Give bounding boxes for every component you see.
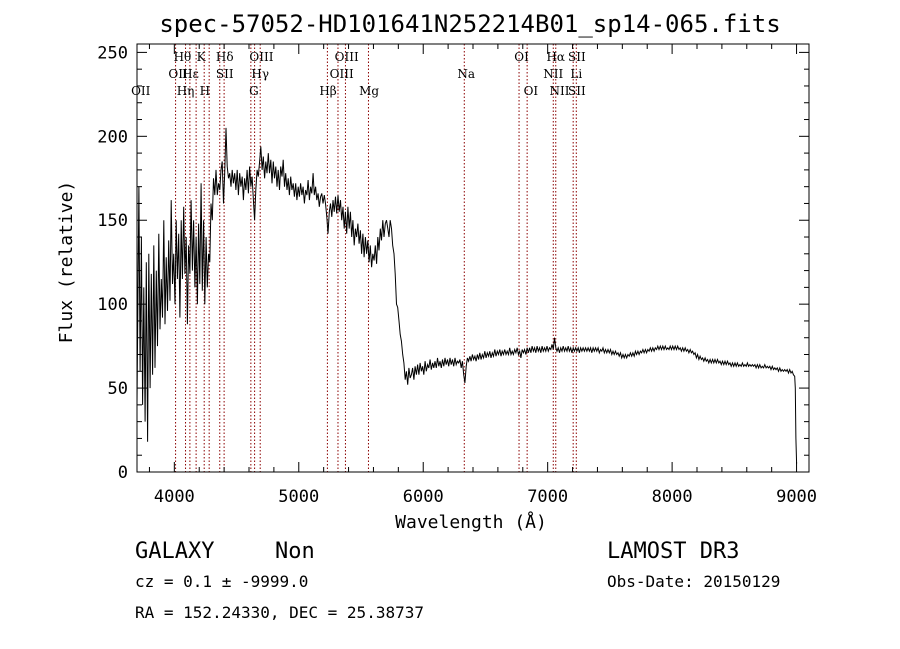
y-tick-label-5: 250 xyxy=(97,43,128,63)
line-label-10: Hγ xyxy=(251,67,269,81)
object-class: GALAXY xyxy=(135,539,214,564)
x-tick-label-5: 9000 xyxy=(776,487,817,507)
line-label-21: NII xyxy=(543,67,563,81)
x-tick-label-2: 6000 xyxy=(403,487,444,507)
line-label-5: K xyxy=(197,50,207,64)
line-label-1: Hθ xyxy=(174,50,192,64)
plot-frame xyxy=(136,43,810,473)
line-label-8: SII xyxy=(216,67,234,81)
x-tick-label-1: 5000 xyxy=(278,487,319,507)
line-label-0: OII xyxy=(131,84,151,98)
line-label-15: Mg xyxy=(359,84,379,98)
line-label-4: Hη xyxy=(177,84,195,98)
x-tick-label-4: 8000 xyxy=(652,487,693,507)
line-label-6: H xyxy=(200,84,210,98)
coordinates-text: RA = 152.24330, DEC = 25.38737 xyxy=(135,603,424,622)
line-label-12: OIII xyxy=(335,50,359,64)
line-label-19: Hα xyxy=(546,50,565,64)
line-label-18: OI xyxy=(524,84,539,98)
line-label-20: SII xyxy=(568,50,586,64)
line-label-3: Hε xyxy=(182,67,199,81)
y-tick-label-0: 0 xyxy=(118,463,128,483)
x-tick-label-3: 7000 xyxy=(527,487,568,507)
line-label-17: OI xyxy=(514,50,529,64)
y-axis-label: Flux (relative) xyxy=(56,181,77,344)
line-label-23: NII xyxy=(549,84,569,98)
line-label-2: OII xyxy=(168,67,188,81)
line-label-22: Li xyxy=(570,67,582,81)
line-label-7: Hδ xyxy=(216,50,234,64)
info-panel: GALAXY Non LAMOST DR3 cz = 0.1 ± -9999.0… xyxy=(135,539,780,622)
survey-name: LAMOST DR3 xyxy=(607,539,739,564)
x-axis: 4000 5000 6000 7000 8000 9000 xyxy=(148,44,817,507)
redshift-text: cz = 0.1 ± -9999.0 xyxy=(135,572,308,591)
y-tick-label-4: 200 xyxy=(97,127,128,147)
y-tick-label-1: 50 xyxy=(108,379,128,399)
spectrum-line xyxy=(136,127,798,464)
spectrum-trace xyxy=(136,127,798,464)
y-axis: 0 50 100 150 200 250 xyxy=(97,43,809,483)
chart-title: spec-57052-HD101641N252214B01_sp14-065.f… xyxy=(159,10,780,38)
line-label-16: Na xyxy=(457,67,475,81)
y-tick-label-2: 100 xyxy=(97,295,128,315)
x-tick-label-0: 4000 xyxy=(154,487,195,507)
obs-date-text: Obs-Date: 20150129 xyxy=(607,572,780,591)
object-subclass: Non xyxy=(275,539,315,564)
line-label-24: SII xyxy=(568,84,586,98)
x-axis-label: Wavelength (Å) xyxy=(395,511,547,533)
y-tick-label-3: 150 xyxy=(97,211,128,231)
emission-line-markers xyxy=(175,44,577,472)
line-label-9: OIII xyxy=(249,50,273,64)
line-label-11: G xyxy=(249,84,259,98)
line-label-13: OIII xyxy=(330,67,354,81)
line-label-14: Hβ xyxy=(319,84,336,98)
